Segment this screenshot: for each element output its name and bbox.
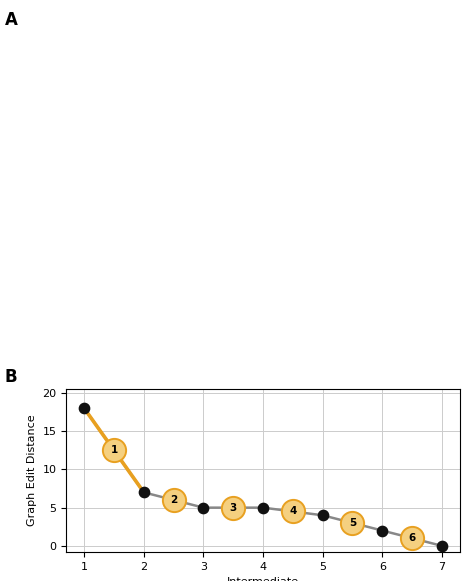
- Text: 2: 2: [170, 495, 177, 505]
- Text: 3: 3: [229, 503, 237, 512]
- Text: 1: 1: [110, 446, 118, 456]
- Point: [229, 503, 237, 512]
- Point: [319, 511, 327, 520]
- Point: [289, 507, 297, 516]
- Point: [379, 526, 386, 535]
- Point: [170, 496, 177, 505]
- Point: [200, 503, 207, 512]
- Point: [110, 446, 118, 455]
- X-axis label: Intermediate: Intermediate: [227, 578, 299, 581]
- Text: 6: 6: [409, 533, 416, 543]
- Text: B: B: [5, 368, 18, 386]
- Point: [81, 404, 88, 413]
- Point: [140, 487, 147, 497]
- Point: [349, 518, 356, 528]
- Text: A: A: [5, 11, 18, 29]
- Point: [438, 541, 446, 550]
- Point: [408, 533, 416, 543]
- Text: 5: 5: [349, 518, 356, 528]
- Y-axis label: Graph Edit Distance: Graph Edit Distance: [27, 415, 37, 526]
- Text: 4: 4: [289, 507, 297, 517]
- Point: [259, 503, 267, 512]
